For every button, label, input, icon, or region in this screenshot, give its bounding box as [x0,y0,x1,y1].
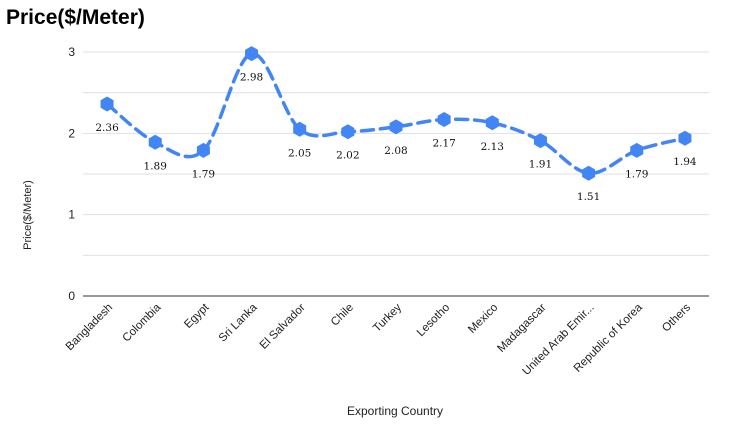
data-label: 1.91 [529,159,552,171]
data-label: 1.89 [144,160,167,172]
y-tick-label: 2 [68,126,75,140]
data-label: 2.98 [240,72,263,84]
x-tick-label: Others [660,301,693,334]
x-tick-label: Chile [329,302,356,329]
data-point [485,115,499,131]
x-tick-label: Mexico [466,302,500,336]
data-label: 2.36 [95,122,119,134]
gridlines [83,51,709,297]
x-tick-label: Sri Lanka [217,301,260,344]
data-point [196,142,210,158]
y-tick-label: 3 [68,45,75,59]
x-tick-label: Colombia [121,301,164,344]
x-tick-label: El Salvador [258,302,308,352]
data-point [389,119,403,135]
y-tick-label: 1 [68,208,75,222]
x-tick-label: Lesotho [415,302,452,339]
data-point [148,134,162,150]
data-labels: 2.36 1.89 1.79 2.98 2.05 2.02 2.08 2.17 2.13 1.91… [95,72,697,204]
data-label: 2.08 [384,145,407,157]
data-point [437,112,451,128]
data-point [341,124,355,140]
x-tick-label: Egypt [182,301,212,331]
data-label: 1.51 [577,191,600,203]
chart-title: Price($/Meter) [6,6,145,29]
data-point [582,165,596,181]
data-label: 2.05 [288,147,311,159]
x-axis-label: Exporting Country [346,404,444,418]
data-point [630,142,644,158]
y-tick-label: 0 [68,289,75,303]
x-tick-label: Turkey [371,301,404,334]
data-point [293,121,307,137]
data-label: 2.02 [336,150,359,162]
data-point [100,96,114,112]
data-label: 2.13 [481,141,504,153]
x-tick-label: Madagascar [495,302,548,355]
data-label: 1.79 [192,168,215,180]
data-label: 2.17 [432,138,455,150]
x-tick-label: Bangladesh [64,302,115,353]
data-point [245,46,259,62]
data-point [678,130,692,146]
data-point [533,133,547,149]
data-label: 1.94 [673,156,697,168]
data-points [100,46,692,181]
y-tick-labels: 0 1 2 3 [68,45,75,303]
data-label: 1.79 [625,168,648,180]
